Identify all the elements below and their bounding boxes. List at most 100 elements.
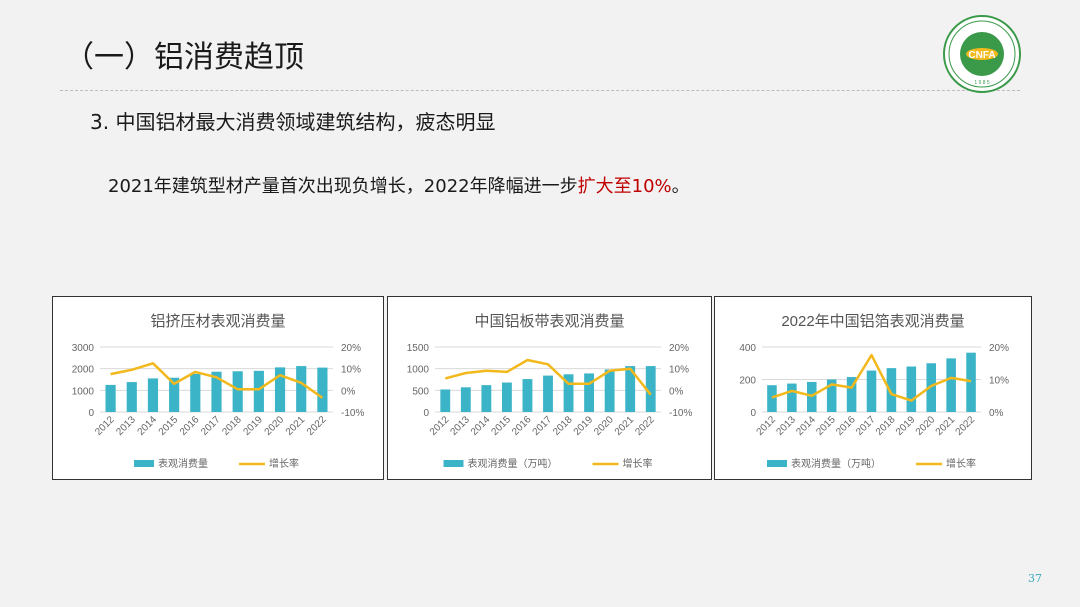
legend-bar-swatch — [767, 460, 787, 467]
x-tick-label: 2019 — [572, 414, 596, 438]
bar-2017 — [211, 371, 222, 412]
bar-2017 — [543, 375, 553, 412]
chart-svg: 中国铝板带表观消费量050010001500-10%0%10%20%201220… — [407, 312, 693, 470]
legend-bar-label: 表观消费量 — [158, 457, 208, 470]
bar-2020 — [926, 363, 937, 412]
bar-2022 — [317, 367, 328, 412]
slide-title: （一）铝消费趋顶 — [64, 40, 304, 75]
x-tick-label: 2020 — [263, 414, 287, 438]
bar-2018 — [232, 371, 243, 412]
legend-bar-label: 表观消费量（万吨） — [468, 457, 558, 470]
y-right-tick-label: 0% — [989, 408, 1004, 419]
bar-2019 — [584, 373, 595, 412]
chart-panel-extrusion: 铝挤压材表观消费量 0 1000 2000 3000 -10% 0% 10% 20% 2012 20… — [52, 296, 384, 480]
bar-2013 — [787, 383, 797, 412]
logo-text: CNFA — [968, 50, 995, 61]
y-left-tick-label: 1000 — [407, 365, 430, 376]
chart-title: 中国铝板带表观消费量 — [474, 312, 624, 330]
legend-bar-swatch — [134, 460, 154, 467]
x-tick-label: 2017 — [199, 414, 223, 438]
x-tick-label: 2014 — [794, 414, 818, 438]
y-right-tick-label: 10% — [341, 365, 361, 376]
chart-svg: 2022年中国铝箔表观消费量02004000%10%20%20122013201… — [739, 313, 1009, 470]
x-tick-label: 2015 — [490, 414, 514, 438]
y-left-tick-label: 0 — [88, 408, 94, 419]
x-tick-label: 2016 — [510, 414, 534, 438]
x-tick-label: 2021 — [613, 414, 637, 438]
bar-2016 — [190, 373, 201, 412]
x-tick-label: 2012 — [93, 414, 117, 438]
y-right-tick-label: 10% — [669, 365, 689, 376]
bar-2016 — [846, 377, 857, 412]
logo-year: 1 9 8 5 — [974, 80, 990, 86]
y-right-tick-label: 0% — [341, 386, 356, 397]
legend-line-label: 增长率 — [946, 457, 976, 470]
bar-2019 — [906, 366, 917, 412]
bar-2012 — [440, 389, 451, 412]
chart-svg: 铝挤压材表观消费量0100020003000-10%0%10%20%201220… — [72, 313, 365, 470]
y-right-tick-label: 0% — [669, 386, 684, 397]
y-left-tick-label: 500 — [412, 386, 429, 397]
body-text-prefix: 2021年建筑型材产量首次出现负增长，2022年降幅进一步 — [108, 176, 578, 197]
y-right-tick-label: -10% — [669, 408, 692, 419]
bar-2016 — [522, 379, 533, 412]
chart-title: 铝挤压材表观消费量 — [150, 313, 285, 330]
bar-2015 — [826, 379, 837, 412]
y-left-tick-label: 0 — [750, 408, 756, 419]
y-left-tick-label: 200 — [739, 376, 756, 387]
x-tick-label: 2015 — [157, 414, 181, 438]
growth-rate-line — [771, 353, 972, 402]
y-left-tick-label: 0 — [423, 408, 429, 419]
x-tick-label: 2013 — [774, 414, 798, 438]
legend-bar-label: 表观消费量（万吨） — [791, 457, 881, 470]
x-tick-label: 2012 — [428, 414, 452, 438]
growth-rate-line — [444, 358, 652, 396]
bar-2014 — [481, 385, 492, 412]
x-tick-label: 2014 — [136, 414, 160, 438]
bar-2018 — [886, 368, 897, 412]
legend-bar-swatch — [443, 460, 464, 467]
y-left-tick-label: 1000 — [72, 386, 95, 397]
x-tick-label: 2017 — [531, 414, 555, 438]
title-divider — [60, 90, 1020, 91]
x-tick-label: 2020 — [914, 414, 938, 438]
x-tick-label: 2016 — [834, 414, 858, 438]
chart-title: 2022年中国铝箔表观消费量 — [781, 313, 964, 330]
cnfa-association-logo-icon: CNFA 1 9 8 5 — [943, 15, 1021, 93]
bar-2017 — [866, 370, 877, 412]
x-tick-label: 2018 — [551, 414, 575, 438]
legend-line-label: 增长率 — [269, 457, 299, 470]
bar-2018 — [563, 374, 574, 412]
legend-line-label: 增长率 — [623, 457, 653, 470]
x-tick-label: 2013 — [448, 414, 472, 438]
chart-panel-sheet-strip: 中国铝板带表观消费量 0 500 1000 1500 -10% 0% 10% 20% 2012 20… — [387, 296, 712, 480]
x-tick-label: 2019 — [894, 414, 918, 438]
bar-2022 — [645, 366, 656, 412]
bar-2015 — [501, 382, 512, 412]
bar-2013 — [460, 387, 471, 412]
bar-2021 — [625, 366, 636, 412]
bar-2020 — [604, 369, 615, 412]
x-tick-label: 2022 — [633, 414, 657, 438]
bar-2019 — [253, 370, 264, 412]
x-tick-label: 2012 — [755, 414, 779, 438]
bar-2012 — [105, 384, 116, 412]
x-tick-label: 2015 — [814, 414, 838, 438]
x-tick-label: 2018 — [220, 414, 244, 438]
x-tick-label: 2022 — [954, 414, 978, 438]
y-right-tick-label: 20% — [341, 343, 361, 354]
body-text-highlight: 扩大至10% — [577, 176, 672, 197]
bar-2020 — [274, 367, 286, 412]
x-tick-label: 2017 — [854, 414, 878, 438]
x-tick-label: 2014 — [469, 414, 493, 438]
bar-2021 — [946, 358, 956, 412]
y-left-tick-label: 400 — [739, 343, 756, 354]
x-tick-label: 2022 — [305, 414, 329, 438]
y-right-tick-label: -10% — [341, 408, 364, 419]
x-tick-label: 2020 — [592, 414, 616, 438]
y-left-tick-label: 3000 — [72, 343, 95, 354]
y-left-tick-label: 1500 — [407, 343, 430, 354]
x-tick-label: 2021 — [934, 414, 958, 438]
x-tick-label: 2013 — [114, 414, 138, 438]
body-text: 2021年建筑型材产量首次出现负增长，2022年降幅进一步扩大至10%。 — [108, 172, 690, 198]
